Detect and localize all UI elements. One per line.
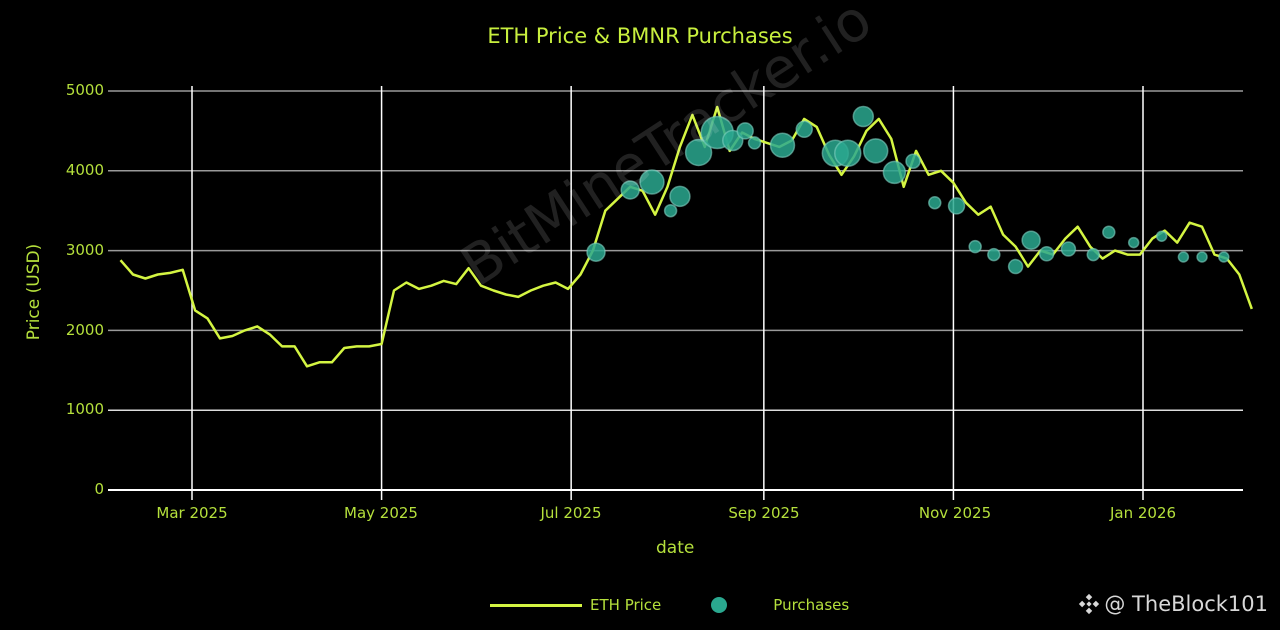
y-tick-4000: 4000: [65, 161, 104, 179]
purchase-marker[interactable]: [1038, 246, 1055, 262]
y-tick-0: 0: [94, 480, 104, 498]
purchase-marker[interactable]: [834, 139, 862, 167]
x-tick-nov-2025: Nov 2025: [918, 504, 992, 522]
purchase-marker[interactable]: [669, 185, 691, 208]
purchase-marker[interactable]: [862, 138, 889, 164]
purchase-marker[interactable]: [747, 136, 762, 150]
purchase-marker[interactable]: [947, 197, 966, 215]
purchase-marker[interactable]: [620, 180, 640, 200]
purchase-marker[interactable]: [987, 247, 1001, 262]
purchase-marker[interactable]: [1177, 251, 1190, 263]
legend-dot-swatch[interactable]: [711, 597, 728, 613]
purchase-marker[interactable]: [663, 203, 678, 218]
purchase-marker[interactable]: [905, 153, 921, 169]
purchase-marker[interactable]: [1218, 251, 1230, 263]
purchase-marker[interactable]: [1007, 258, 1024, 275]
purchase-marker[interactable]: [795, 120, 813, 139]
purchase-marker[interactable]: [684, 138, 713, 167]
legend-eth-price[interactable]: ETH Price: [590, 596, 662, 614]
binance-logo-icon: [1079, 593, 1100, 615]
purchase-marker[interactable]: [852, 105, 875, 128]
y-tick-5000: 5000: [65, 81, 104, 99]
purchase-markers: [586, 105, 1230, 275]
purchase-marker[interactable]: [882, 160, 907, 185]
x-tick-jan-2026: Jan 2026: [1109, 504, 1177, 522]
purchase-marker[interactable]: [1155, 230, 1168, 242]
legend-line-swatch[interactable]: [490, 603, 582, 607]
chart-title: ETH Price & BMNR Purchases: [487, 24, 793, 48]
purchase-marker[interactable]: [736, 122, 754, 140]
x-axis-label: date: [656, 538, 695, 558]
purchase-marker[interactable]: [1102, 225, 1116, 239]
y-tick-2000: 2000: [65, 321, 104, 339]
x-tick-mar-2025: Mar 2025: [156, 504, 228, 522]
legend: ETH Price Purchases: [490, 596, 849, 614]
gridlines: [108, 86, 1243, 500]
purchase-marker[interactable]: [928, 195, 942, 210]
legend-purchases[interactable]: Purchases: [773, 596, 850, 614]
y-tick-1000: 1000: [65, 400, 104, 418]
purchase-marker[interactable]: [639, 169, 665, 195]
purchase-marker[interactable]: [968, 239, 982, 254]
source-credit: @ TheBlock101: [1078, 592, 1268, 616]
purchase-marker[interactable]: [1060, 241, 1077, 257]
purchase-marker[interactable]: [769, 132, 796, 159]
x-tick-may-2025: May 2025: [344, 504, 418, 522]
purchase-marker[interactable]: [1196, 251, 1208, 263]
y-tick-3000: 3000: [65, 241, 104, 259]
purchase-marker[interactable]: [1127, 236, 1140, 249]
x-tick-jul-2025: Jul 2025: [540, 504, 602, 522]
credit-handle: @ TheBlock101: [1104, 592, 1268, 616]
x-tick-sep-2025: Sep 2025: [728, 504, 800, 522]
eth-price-line: [119, 105, 1253, 368]
purchase-marker[interactable]: [1021, 230, 1041, 250]
purchase-marker[interactable]: [586, 242, 606, 262]
purchase-marker[interactable]: [1086, 247, 1101, 262]
